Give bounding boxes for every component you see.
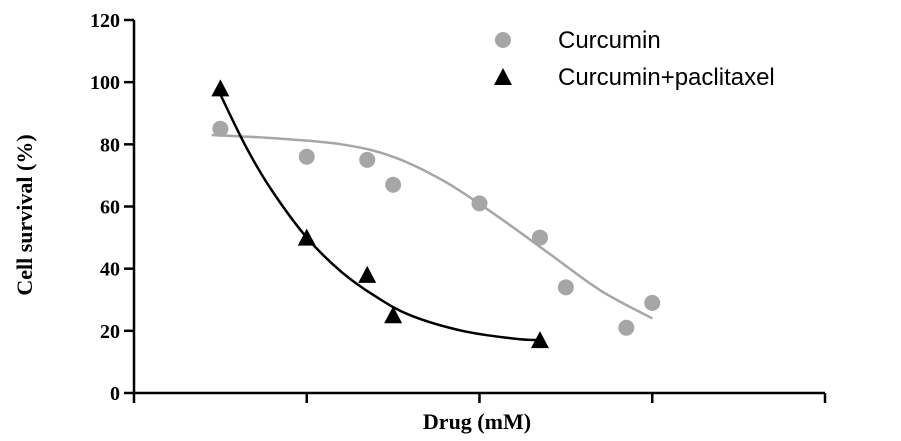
- y-ticks: 0 20 40 60 80 100 120: [90, 10, 134, 405]
- y-tick-label: 120: [90, 10, 120, 32]
- fit-line-curcumin: [211, 133, 653, 320]
- data-point-curcumin-paclitaxel: [358, 265, 377, 283]
- legend-marker-curcumin-paclitaxel: [494, 68, 512, 85]
- x-axis-title: Drug (mM): [423, 409, 531, 434]
- data-point-curcumin: [557, 279, 574, 296]
- y-tick-label: 20: [100, 321, 120, 343]
- data-point-curcumin: [385, 176, 402, 193]
- fit-line-curcumin-paclitaxel: [219, 94, 541, 342]
- y-axis-title: Cell survival (%): [12, 134, 37, 295]
- data-point-curcumin: [298, 148, 315, 165]
- y-tick-label: 80: [100, 134, 120, 156]
- legend: Curcumin Curcumin+paclitaxel: [494, 27, 775, 91]
- data-point-curcumin: [212, 120, 229, 137]
- data-point-curcumin: [531, 229, 548, 246]
- legend-label-curcumin: Curcumin: [558, 27, 661, 54]
- data-point-curcumin: [471, 195, 488, 212]
- x-ticks: [132, 393, 827, 403]
- data-point-curcumin: [618, 319, 635, 336]
- data-point-curcumin: [359, 151, 376, 168]
- data-point-curcumin: [644, 294, 661, 311]
- data-point-curcumin-paclitaxel: [297, 228, 316, 246]
- data-point-curcumin-paclitaxel: [384, 306, 403, 324]
- data-point-curcumin-paclitaxel: [211, 79, 230, 97]
- y-tick-label: 100: [90, 72, 120, 94]
- data-point-curcumin-paclitaxel: [530, 331, 549, 349]
- fit-lines: [211, 94, 653, 342]
- y-tick-label: 60: [100, 197, 120, 219]
- data-points: [211, 79, 661, 349]
- legend-marker-curcumin: [495, 32, 511, 48]
- y-tick-label: 40: [100, 259, 120, 281]
- legend-label-curcumin-paclitaxel: Curcumin+paclitaxel: [558, 64, 775, 91]
- y-tick-label: 0: [110, 383, 120, 405]
